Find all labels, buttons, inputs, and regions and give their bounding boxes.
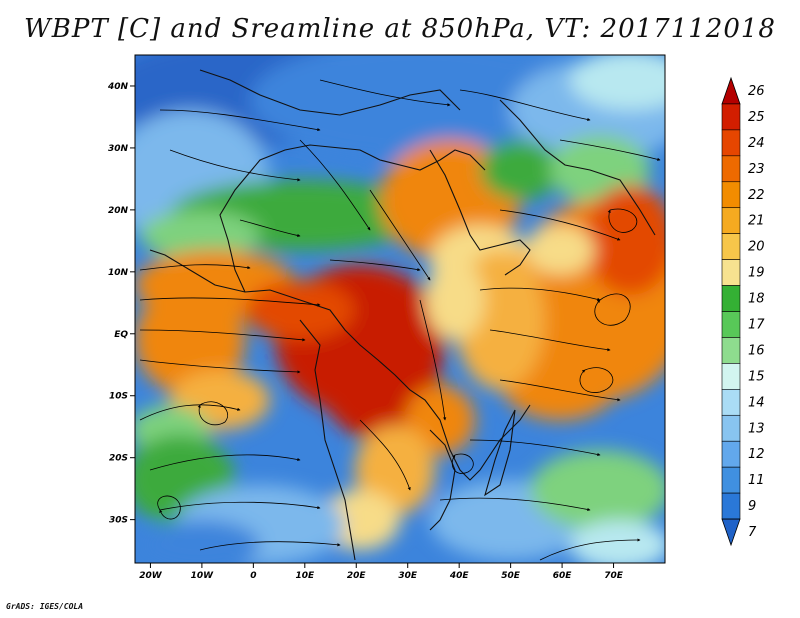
colorbar-swatch (721, 129, 741, 157)
colorbar-label: 13 (748, 421, 765, 436)
lat-tick-label: 10S (109, 392, 128, 402)
lat-tick-label: EQ (114, 330, 128, 340)
latitude-axis: 40N 30N 20N 10N EQ 10S 20S 30S (107, 82, 135, 526)
map-title: WBPT [C] and Sreamline at 850hPa, VT: 20… (24, 14, 776, 44)
colorbar-swatch (721, 518, 741, 547)
colorbar-swatch (721, 181, 741, 209)
lat-tick-label: 30N (108, 144, 129, 154)
colorbar-label: 9 (748, 499, 756, 514)
colorbar-label: 25 (748, 110, 765, 125)
colorbar-swatch (721, 76, 741, 105)
colorbar-label: 16 (748, 343, 765, 358)
colorbar-swatch (721, 492, 741, 520)
colorbar-label: 12 (748, 447, 765, 462)
lon-tick-label: 70E (604, 571, 624, 581)
colorbar-label: 26 (748, 84, 765, 99)
colorbar-label: 21 (748, 214, 765, 229)
colorbar-label: 18 (748, 292, 765, 307)
colorbar-label: 23 (748, 162, 765, 177)
colorbar-swatch (721, 207, 741, 234)
colorbar-swatch (721, 311, 741, 338)
colorbar-swatch (721, 466, 741, 494)
colorbar-swatch (721, 233, 741, 260)
colorbar-swatch (721, 259, 741, 286)
colorbar-label: 22 (748, 188, 765, 203)
lat-tick-label: 30S (109, 516, 128, 526)
lon-tick-label: 40E (449, 571, 470, 581)
colorbar-swatch (721, 414, 741, 442)
lat-tick-label: 10N (108, 268, 129, 278)
temperature-field (135, 55, 665, 563)
colorbar: 26 25 24 23 22 21 20 19 18 17 16 15 14 13 12 11 9 7 (721, 76, 765, 547)
lon-tick-label: 50E (501, 571, 521, 581)
colorbar-label: 7 (748, 525, 757, 540)
coastlines (149, 69, 656, 561)
lon-tick-label: 10W (191, 571, 215, 581)
colorbar-swatch (721, 285, 741, 312)
lon-tick-label: 0 (250, 571, 256, 581)
longitude-axis: 20W 10W 0 10E 20E 30E 40E 50E 60E 70E (139, 563, 624, 581)
lon-tick-label: 60E (553, 571, 573, 581)
lon-tick-label: 30E (398, 571, 418, 581)
grads-credit: GrADS: IGES/COLA (6, 602, 84, 611)
colorbar-label: 24 (748, 136, 765, 151)
lon-tick-label: 20W (139, 571, 163, 581)
colorbar-swatch (721, 103, 741, 131)
colorbar-swatch (721, 337, 741, 364)
map-frame (134, 54, 666, 564)
colorbar-label: 11 (748, 473, 765, 488)
colorbar-swatch (721, 363, 741, 390)
colorbar-swatch (721, 440, 741, 468)
colorbar-label: 20 (748, 240, 765, 255)
lat-tick-label: 20N (108, 206, 129, 216)
lat-tick-label: 20S (109, 454, 128, 464)
colorbar-swatch (721, 155, 741, 183)
streamlines (139, 79, 661, 561)
colorbar-swatch (721, 389, 741, 416)
lon-tick-label: 10E (295, 571, 315, 581)
lon-tick-label: 20E (347, 571, 367, 581)
colorbar-label: 14 (748, 395, 765, 410)
colorbar-label: 15 (748, 369, 765, 384)
colorbar-label: 19 (748, 266, 765, 281)
lat-tick-label: 40N (107, 82, 129, 92)
colorbar-label: 17 (748, 317, 765, 332)
